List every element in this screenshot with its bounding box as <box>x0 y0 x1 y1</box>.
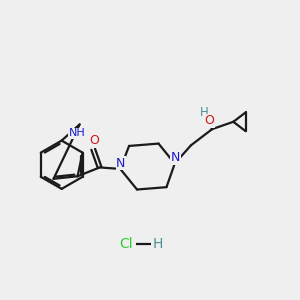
Text: N: N <box>116 157 125 169</box>
Text: NH: NH <box>69 128 85 138</box>
Text: O: O <box>204 114 214 128</box>
Text: O: O <box>89 134 99 147</box>
Text: H: H <box>152 237 163 251</box>
Text: Cl: Cl <box>120 237 133 251</box>
Text: H: H <box>200 106 208 119</box>
Text: N: N <box>171 151 180 164</box>
